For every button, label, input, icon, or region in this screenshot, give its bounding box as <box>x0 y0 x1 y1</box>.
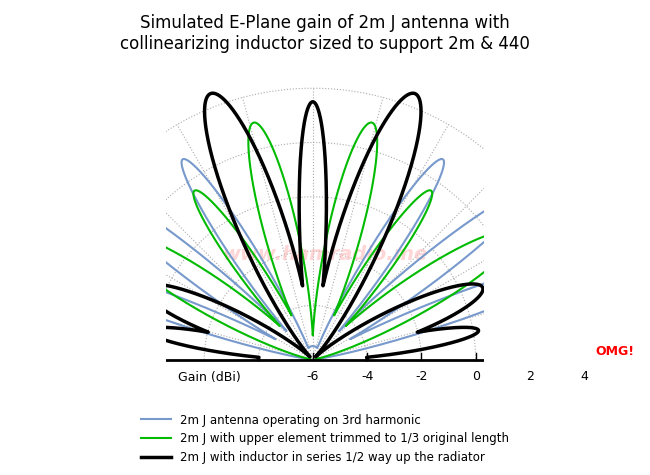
Text: 4: 4 <box>580 370 588 383</box>
Text: -4: -4 <box>361 370 373 383</box>
Text: Gain (dBi): Gain (dBi) <box>178 370 241 383</box>
Text: -2: -2 <box>415 370 428 383</box>
Text: Simulated E-Plane gain of 2m J antenna with
collinearizing inductor sized to sup: Simulated E-Plane gain of 2m J antenna w… <box>120 14 530 53</box>
Text: -6: -6 <box>307 370 319 383</box>
Legend: 2m J antenna operating on 3rd harmonic, 2m J with upper element trimmed to 1/3 o: 2m J antenna operating on 3rd harmonic, … <box>136 409 514 469</box>
Text: OMG!: OMG! <box>595 345 634 358</box>
Text: www.hamradio.me: www.hamradio.me <box>222 245 428 264</box>
Text: 0: 0 <box>472 370 480 383</box>
Text: 2: 2 <box>526 370 534 383</box>
